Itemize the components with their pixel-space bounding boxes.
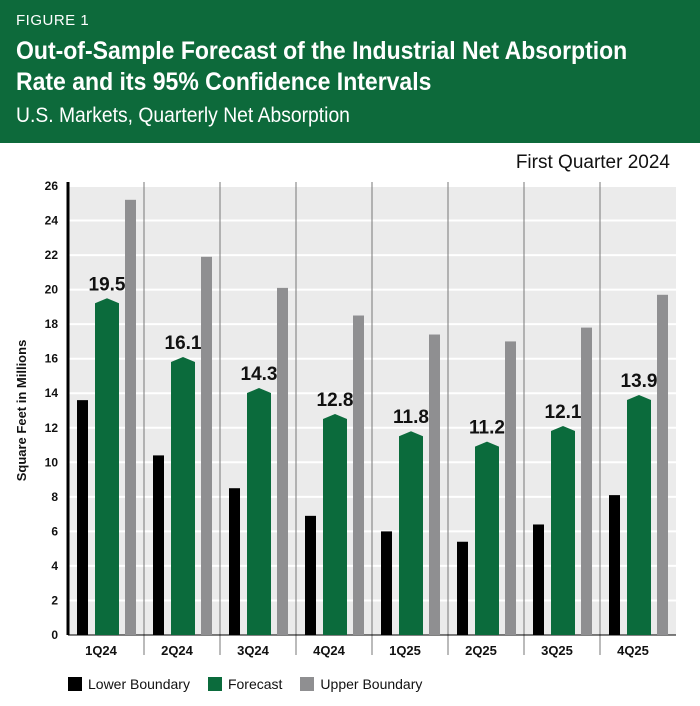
chart-subtitle: U.S. Markets, Quarterly Net Absorption <box>16 104 350 127</box>
x-tick-label: 4Q25 <box>617 643 649 658</box>
legend-label: Lower Boundary <box>88 676 190 692</box>
bar-lower-boundary <box>77 400 88 635</box>
y-tick-label: 0 <box>51 628 58 642</box>
x-tick-label: 3Q24 <box>237 643 270 658</box>
forecast-data-label: 13.9 <box>621 371 658 392</box>
bar-lower-boundary <box>533 524 544 635</box>
bar-upper-boundary <box>657 294 668 635</box>
bar-lower-boundary <box>609 495 620 635</box>
forecast-data-label: 11.8 <box>393 407 429 428</box>
y-tick-label: 26 <box>45 179 59 193</box>
bar-upper-boundary <box>505 341 516 635</box>
period-label: First Quarter 2024 <box>515 152 670 173</box>
bar-lower-boundary <box>153 455 164 635</box>
bar-forecast <box>323 413 347 635</box>
bar-lower-boundary <box>457 541 468 635</box>
y-tick-label: 12 <box>45 421 59 435</box>
legend-label: Upper Boundary <box>320 676 423 692</box>
x-tick-label: 1Q25 <box>389 643 421 658</box>
bar-forecast <box>399 431 423 635</box>
legend-lower: Lower Boundary <box>68 676 190 692</box>
figure-label: FIGURE 1 <box>16 12 90 29</box>
legend-upper: Upper Boundary <box>300 676 422 692</box>
y-tick-label: 22 <box>45 248 59 262</box>
y-axis-label: Square Feet in Millions <box>14 340 29 482</box>
y-tick-label: 18 <box>45 317 59 331</box>
forecast-data-label: 12.1 <box>545 402 582 423</box>
bar-upper-boundary <box>125 199 136 636</box>
y-tick-label: 20 <box>45 283 59 297</box>
x-tick-label: 4Q24 <box>313 643 346 658</box>
bar-lower-boundary <box>305 515 316 635</box>
bar-upper-boundary <box>277 287 288 635</box>
bar-forecast <box>551 426 575 635</box>
bar-lower-boundary <box>229 488 240 635</box>
bar-lower-boundary <box>381 531 392 635</box>
bar-upper-boundary <box>201 256 212 635</box>
bar-forecast <box>475 441 499 635</box>
forecast-data-label: 14.3 <box>241 364 278 385</box>
legend-label: Forecast <box>227 676 283 692</box>
forecast-data-label: 16.1 <box>165 333 202 354</box>
forecast-data-label: 11.2 <box>469 418 505 439</box>
bar-upper-boundary <box>353 315 364 635</box>
legend-swatch-forecast <box>207 677 222 691</box>
header-banner: FIGURE 1 Out-of-Sample Forecast of the I… <box>0 0 700 143</box>
y-tick-label: 8 <box>51 490 58 504</box>
y-tick-label: 6 <box>51 524 58 538</box>
legend-swatch-lower <box>68 677 82 691</box>
legend: Lower Boundary Forecast Upper Boundary <box>68 676 422 692</box>
x-tick-label: 1Q24 <box>85 643 118 658</box>
bar-upper-boundary <box>581 327 592 635</box>
chart-title: Out-of-Sample Forecast of the Industrial… <box>16 37 628 96</box>
bar-forecast <box>95 298 119 635</box>
y-tick-label: 14 <box>45 386 59 400</box>
forecast-data-label: 12.8 <box>317 390 354 411</box>
y-tick-label: 2 <box>51 593 58 607</box>
bar-upper-boundary <box>429 334 440 635</box>
bar-forecast <box>247 388 271 635</box>
y-tick-label: 24 <box>45 214 59 228</box>
x-tick-label: 3Q25 <box>541 643 573 658</box>
y-tick-label: 10 <box>45 455 59 469</box>
x-tick-label: 2Q24 <box>161 643 194 658</box>
x-tick-label: 2Q25 <box>465 643 497 658</box>
y-tick-label: 4 <box>51 559 58 573</box>
legend-forecast: Forecast <box>207 676 283 692</box>
forecast-data-label: 19.5 <box>89 274 126 295</box>
y-tick-label: 16 <box>45 352 59 366</box>
legend-swatch-upper <box>300 677 315 691</box>
bar-forecast <box>171 356 195 635</box>
bar-forecast <box>627 394 651 635</box>
